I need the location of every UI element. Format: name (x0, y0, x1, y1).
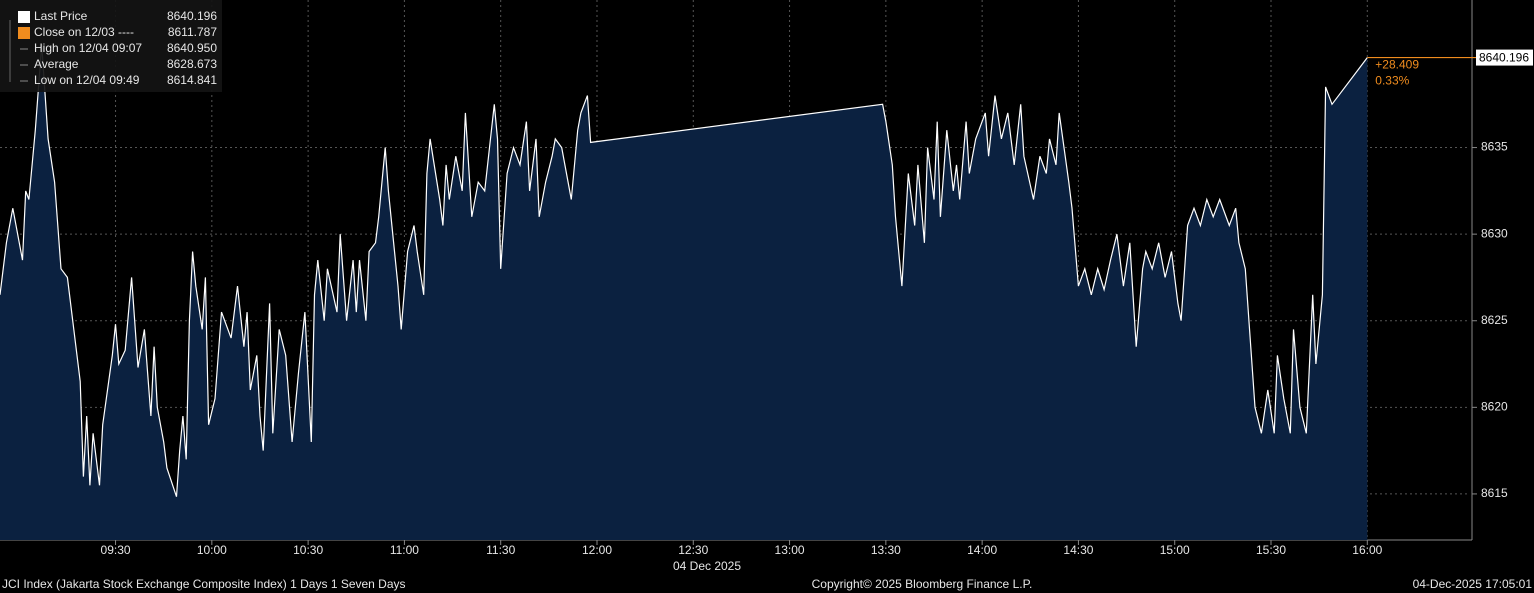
legend-value: 8614.841 (167, 73, 217, 87)
x-axis-label: 04 Dec 2025 (673, 559, 741, 573)
x-tick-label: 14:00 (967, 543, 997, 557)
y-tick-label: 8635 (1481, 140, 1508, 154)
x-tick-label: 11:30 (486, 543, 515, 557)
y-tick-label: 8630 (1481, 226, 1508, 240)
legend-value: 8640.196 (167, 9, 217, 23)
legend-box (0, 0, 222, 92)
x-tick-label: 13:30 (871, 543, 901, 557)
legend-icon (18, 11, 30, 23)
line (0, 44, 1368, 497)
legend-label: Last Price (34, 9, 88, 23)
x-tick-label: 14:30 (1063, 543, 1093, 557)
legend-value: 8640.950 (167, 41, 217, 55)
x-tick-label: 10:00 (197, 543, 227, 557)
legend-label: High on 12/04 09:07 (34, 41, 142, 55)
legend-label: Average (34, 57, 79, 71)
area (0, 44, 1368, 540)
last-price-box (1476, 49, 1533, 66)
x-tick-label: 15:00 (1160, 543, 1190, 557)
x-tick-label: 13:00 (775, 543, 805, 557)
legend: Last Price 8640.196 Close on 12/03 ---- 861… (0, 0, 222, 92)
y-tick-label: 8625 (1481, 313, 1508, 327)
footer-left: JCI Index (Jakarta Stock Exchange Compos… (2, 577, 406, 591)
last-price-label: 8640.196 (1479, 51, 1529, 65)
y-tick-label: 8615 (1481, 486, 1508, 500)
legend-value: 8611.787 (168, 25, 217, 39)
x-tick-label: 09:30 (101, 543, 131, 557)
legend-icon (18, 27, 30, 39)
annotation: +28.409 (1375, 58, 1419, 72)
annotation: 0.33% (1375, 74, 1409, 88)
footer-center: Copyright© 2025 Bloomberg Finance L.P. (812, 577, 1033, 591)
footer-right: 04-Dec-2025 17:05:01 (1413, 577, 1533, 591)
x-tick-label: 12:00 (582, 543, 612, 557)
x-tick-label: 12:30 (678, 543, 708, 557)
legend-value: 8628.673 (167, 57, 217, 71)
y-tick-label: 8620 (1481, 400, 1508, 414)
x-tick-label: 16:00 (1352, 543, 1382, 557)
x-tick-label: 11:00 (390, 543, 419, 557)
legend-label: Low on 12/04 09:49 (34, 73, 140, 87)
legend-label: Close on 12/03 ---- (34, 25, 134, 39)
x-tick-label: 15:30 (1256, 543, 1286, 557)
x-tick-label: 10:30 (293, 543, 323, 557)
